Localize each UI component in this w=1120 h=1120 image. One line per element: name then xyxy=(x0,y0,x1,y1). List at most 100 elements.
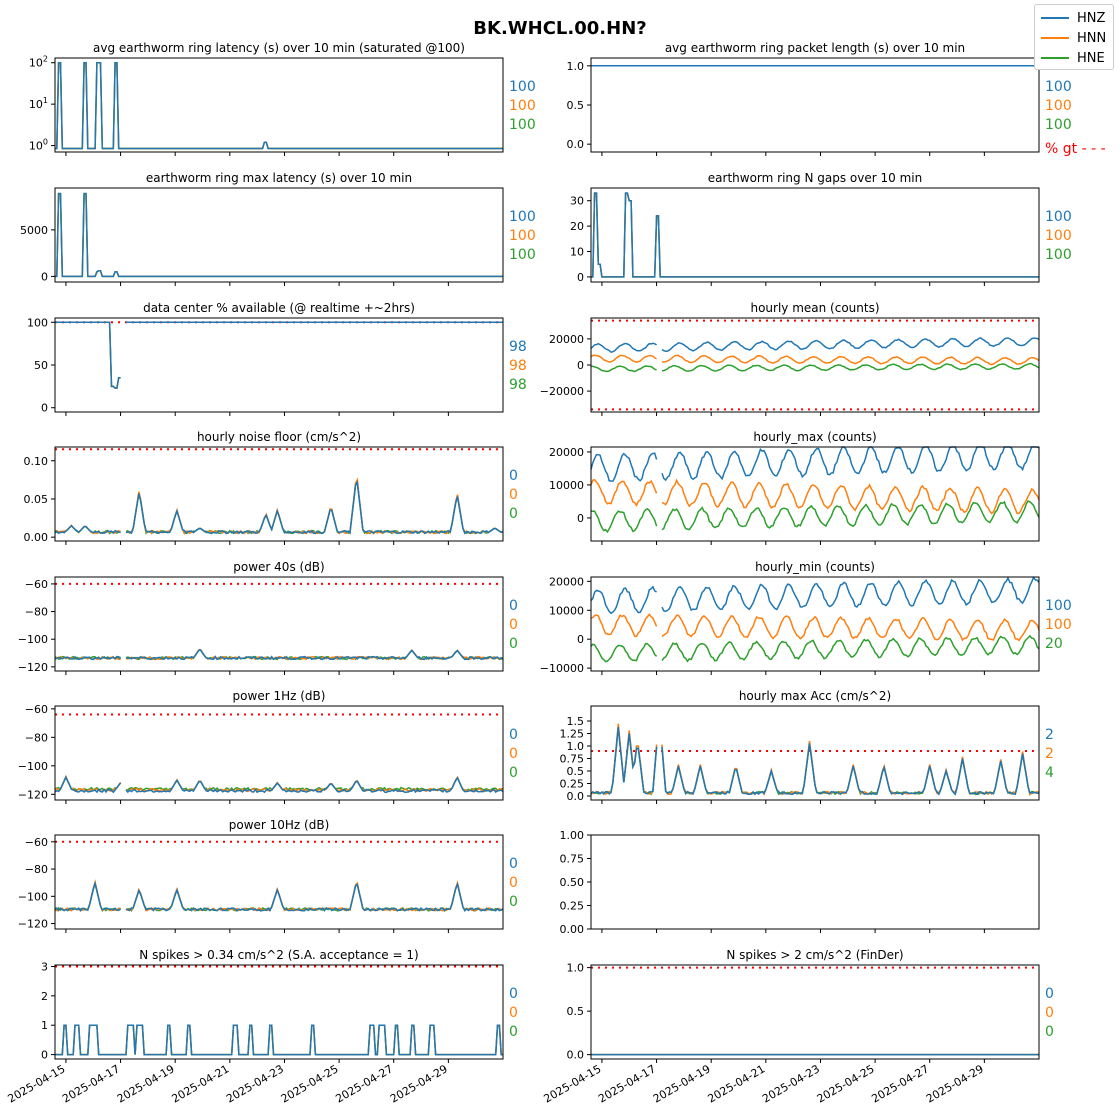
y-tick-label: 1.0 xyxy=(567,60,585,73)
y-tick-label: −100 xyxy=(18,760,48,773)
side-label-hnz: 0 xyxy=(509,598,518,614)
subplot-title: N spikes > 2 cm/s^2 (FinDer) xyxy=(726,948,903,962)
y-tick-label: 0.05 xyxy=(24,493,49,506)
y-tick-label: 1.0 xyxy=(567,740,585,753)
subplot-13: power 10Hz (dB) −120 −100 −80 −60 0 0 0 xyxy=(18,818,518,933)
side-label-hnz: 0 xyxy=(509,468,518,484)
y-tick-label: −80 xyxy=(25,606,48,619)
x-tick-label: 2025-04-29 xyxy=(924,1062,986,1105)
series-hne xyxy=(54,479,503,535)
x-tick-label: 2025-04-17 xyxy=(596,1062,658,1105)
subplot-11: power 1Hz (dB) −120 −100 −80 −60 0 0 0 xyxy=(18,689,518,804)
axes-frame xyxy=(54,964,504,1060)
figure-title: BK.WHCL.00.HN? xyxy=(473,18,647,39)
axes-frame xyxy=(590,57,1040,153)
side-label-hne: 0 xyxy=(509,1024,518,1040)
y-tick-label: 10000 xyxy=(549,479,584,492)
subplot-title: power 1Hz (dB) xyxy=(233,689,326,703)
subplot-title: hourly mean (counts) xyxy=(750,301,879,315)
subplot-title: earthworm ring max latency (s) over 10 m… xyxy=(146,171,412,185)
x-tick-label: 2025-04-19 xyxy=(651,1062,713,1105)
side-label-hnn: 0 xyxy=(1045,1005,1054,1021)
y-tick-label: 20 xyxy=(570,220,584,233)
side-label-hnn: 0 xyxy=(509,487,518,503)
series-hne xyxy=(590,634,1040,663)
axes-frame xyxy=(54,446,504,542)
x-tick-label: 2025-04-17 xyxy=(60,1062,122,1105)
side-label-hne: 98 xyxy=(509,377,527,393)
axes-frame xyxy=(590,834,1040,930)
x-tick-label: 2025-04-21 xyxy=(169,1062,231,1105)
legend-label: HNZ xyxy=(1077,10,1106,26)
x-tick-label: 2025-04-29 xyxy=(388,1062,450,1105)
side-label-hne: 4 xyxy=(1045,765,1054,781)
series-hnn xyxy=(590,354,1040,366)
x-tick-label: 2025-04-23 xyxy=(760,1062,822,1105)
series-hnz xyxy=(54,775,504,794)
y-tick-label: −120 xyxy=(18,661,48,674)
subplot-14: 0.00 0.25 0.50 0.75 1.00 xyxy=(560,829,1040,936)
side-label-hnn: 100 xyxy=(509,228,536,244)
axes-frame xyxy=(54,317,504,413)
legend-label: HNN xyxy=(1077,30,1107,46)
y-tick-label: −60 xyxy=(25,836,48,849)
series-hnz xyxy=(590,446,1040,482)
side-label-hnn: 0 xyxy=(509,617,518,633)
side-label-hnn: 98 xyxy=(509,358,527,374)
side-label-hnn: 100 xyxy=(509,98,536,114)
y-tick-label: 1.00 xyxy=(560,829,585,842)
subplot-title: data center % available (@ realtime +~2h… xyxy=(143,301,415,315)
y-tick-label: 20000 xyxy=(549,446,584,459)
side-label-hnn: 100 xyxy=(1045,98,1072,114)
y-tick-label: 0 xyxy=(577,271,584,284)
y-tick-label: −80 xyxy=(25,863,48,876)
y-tick-label: 20000 xyxy=(549,333,584,346)
y-tick-label: 0 xyxy=(577,633,584,646)
axes-frame xyxy=(54,705,504,801)
y-tick-label: −120 xyxy=(18,918,48,931)
axes-frame xyxy=(590,446,1040,542)
axes-frame xyxy=(590,187,1040,283)
y-tick-label: −120 xyxy=(18,788,48,801)
series-hne xyxy=(590,362,1040,373)
series-hnz xyxy=(55,192,503,278)
series-hne xyxy=(54,880,504,913)
series-hnn xyxy=(55,61,503,150)
x-tick-label: 2025-04-27 xyxy=(333,1062,395,1105)
y-tick-label: 100 xyxy=(27,316,48,329)
series-hnn xyxy=(55,321,503,389)
subplot-7: hourly noise floor (cm/s^2) 0.00 0.05 0.10 0… xyxy=(24,430,518,545)
side-label-hnz: 2 xyxy=(1045,727,1054,743)
legend-item-hnn: HNN xyxy=(1041,29,1106,47)
y-tick-label: 100 xyxy=(29,138,48,153)
series-hne xyxy=(55,192,503,278)
y-tick-label: −20000 xyxy=(540,385,584,398)
y-tick-label: 0 xyxy=(577,359,584,372)
side-label-hnz: 0 xyxy=(1045,986,1054,1002)
y-tick-label: 0.5 xyxy=(567,99,585,112)
y-tick-label: 0.5 xyxy=(567,1005,585,1018)
y-tick-label: 2 xyxy=(41,990,48,1003)
y-tick-label: 0.00 xyxy=(560,923,585,936)
side-label-hnz: 0 xyxy=(509,727,518,743)
subplot-title: power 40s (dB) xyxy=(233,560,324,574)
y-tick-label: −100 xyxy=(18,633,48,646)
subplot-title: hourly_max (counts) xyxy=(753,430,876,444)
y-tick-exponent: 1 xyxy=(43,96,48,105)
series-hnz xyxy=(591,192,1039,278)
side-label-hnn: 0 xyxy=(509,1005,518,1021)
y-tick-label: 0 xyxy=(41,1049,48,1062)
y-tick-label: 102 xyxy=(29,55,48,70)
y-tick-label: 0 xyxy=(577,512,584,525)
y-tick-label: 0.0 xyxy=(567,790,585,803)
y-tick-label: 1.25 xyxy=(560,728,585,741)
legend-swatch xyxy=(1041,57,1069,59)
subplot-2: avg earthworm ring packet length (s) ove… xyxy=(567,41,1106,157)
y-tick-label: −60 xyxy=(25,578,48,591)
y-tick-label: 0.0 xyxy=(567,138,585,151)
side-label-hnn: 100 xyxy=(1045,617,1072,633)
series-hnn xyxy=(590,613,1040,642)
side-label-hnz: 100 xyxy=(1045,209,1072,225)
subplot-4: earthworm ring N gaps over 10 min 0 10 20 30… xyxy=(570,171,1072,286)
